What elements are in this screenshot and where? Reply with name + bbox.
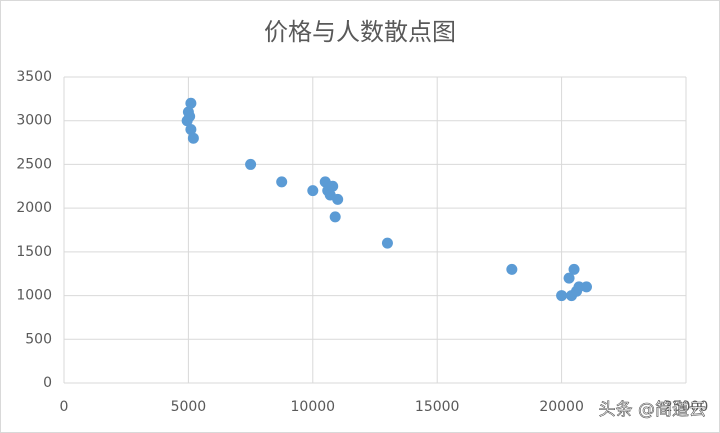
point xyxy=(332,193,344,205)
point xyxy=(185,97,197,109)
point xyxy=(506,263,518,275)
point xyxy=(307,185,319,197)
chart-title: 价格与人数散点图 xyxy=(264,18,456,46)
x-tick-label: 5000 xyxy=(171,399,207,415)
point xyxy=(245,158,257,170)
x-tick-label: 15000 xyxy=(415,399,460,415)
point xyxy=(276,176,288,188)
y-tick-label: 0 xyxy=(43,375,52,391)
y-tick-label: 1000 xyxy=(16,288,52,304)
x-tick-label: 20000 xyxy=(539,399,584,415)
point xyxy=(580,281,592,293)
y-tick-label: 3500 xyxy=(16,69,52,85)
x-tick-label: 10000 xyxy=(291,399,336,415)
x-tick-label: 25000 xyxy=(664,399,709,415)
y-tick-label: 3000 xyxy=(16,113,52,129)
point xyxy=(568,263,580,275)
watermark: 头条 @简道云 xyxy=(599,400,706,420)
point xyxy=(563,272,575,284)
point xyxy=(187,132,199,144)
point xyxy=(185,123,197,135)
y-tick-label: 2500 xyxy=(16,156,52,172)
point xyxy=(327,180,339,192)
y-tick-label: 1500 xyxy=(16,244,52,260)
point xyxy=(329,211,341,223)
point xyxy=(556,290,568,302)
x-tick-label: 0 xyxy=(60,399,69,415)
y-tick-label: 2000 xyxy=(16,200,52,216)
point xyxy=(381,237,393,249)
y-tick-label: 500 xyxy=(25,331,52,347)
point xyxy=(184,110,196,122)
